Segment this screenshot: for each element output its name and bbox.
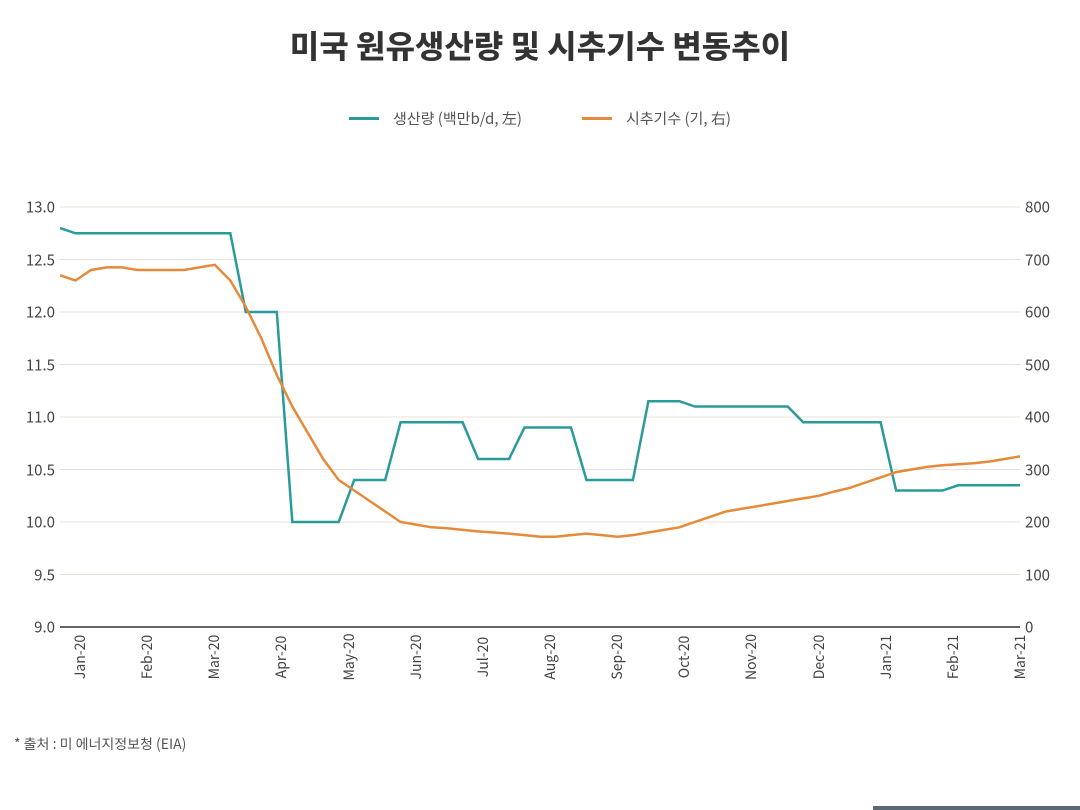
y-axis-left: 13.012.512.011.511.010.510.09.59.0 (0, 197, 55, 697)
source-note: * 출처 : 미 에너지정보청 (EIA) (14, 734, 186, 754)
legend-swatch-production (349, 117, 379, 120)
legend-label-rigs: 시추기수 (기, 右) (626, 108, 731, 129)
legend-label-production: 생산량 (백만b/d, 左) (393, 108, 522, 129)
chart-title: 미국 원유생산량 및 시추기수 변동추이 (0, 22, 1080, 68)
y-axis-right: 8007006005004003002001000 (1025, 197, 1080, 697)
legend-item-production: 생산량 (백만b/d, 左) (349, 108, 522, 129)
legend-swatch-rigs (582, 117, 612, 120)
chart-svg (60, 197, 1020, 637)
footer-badge: I am your Energy GS 칼텍스 (873, 806, 1080, 810)
legend: 생산량 (백만b/d, 左) 시추기수 (기, 右) (0, 108, 1080, 129)
chart-area: 13.012.512.011.511.010.510.09.59.0 80070… (0, 197, 1080, 697)
legend-item-rigs: 시추기수 (기, 右) (582, 108, 731, 129)
plot-area (60, 197, 1020, 617)
x-axis: Jan-20Feb-20Mar-20Apr-20May-20Jun-20Jul-… (60, 627, 1020, 697)
